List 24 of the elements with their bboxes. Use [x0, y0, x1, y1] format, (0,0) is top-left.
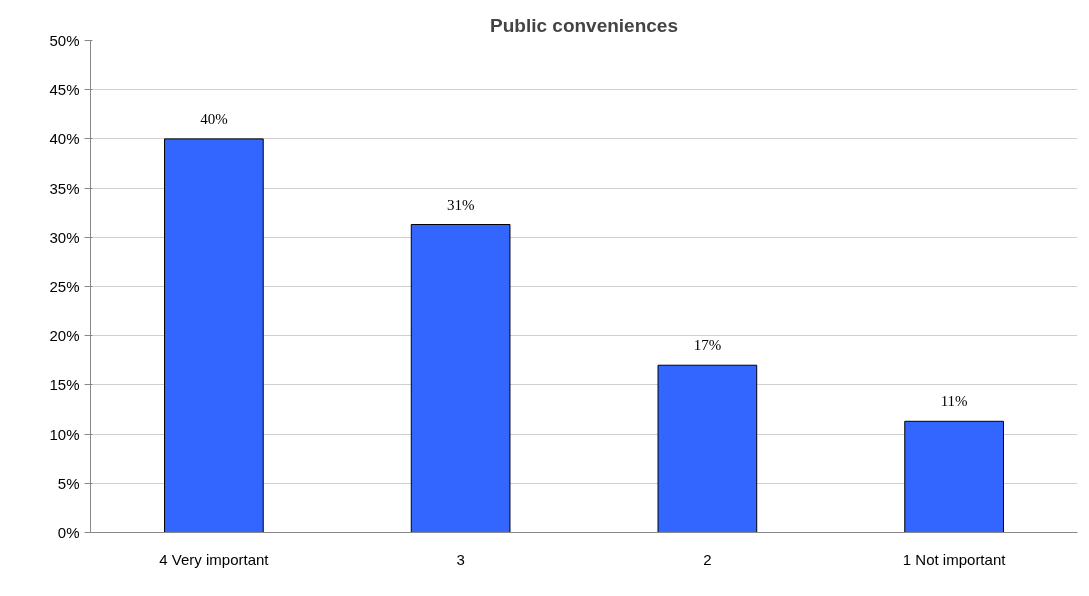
y-tick-label: 5%: [57, 474, 80, 492]
x-tick-label: 3: [456, 550, 465, 568]
y-tick-label: 40%: [49, 130, 80, 148]
x-tick-label: 4 Very important: [159, 550, 270, 568]
y-tick-label: 0%: [57, 524, 80, 541]
y-tick-label: 30%: [49, 228, 80, 246]
y-tick-label: 50%: [49, 32, 80, 49]
data-label: 11%: [940, 393, 968, 410]
chart-title: Public conveniences: [490, 14, 678, 36]
y-tick-label: 20%: [49, 327, 80, 345]
y-tick-label: 10%: [49, 425, 80, 443]
y-tick-label: 15%: [49, 376, 80, 394]
y-tick-label: 45%: [49, 81, 80, 99]
data-label: 31%: [446, 196, 475, 213]
y-tick-label: 25%: [49, 278, 80, 295]
bar: [904, 420, 1004, 533]
x-tick-label: 1 Not important: [902, 550, 1007, 568]
data-label: 40%: [200, 110, 228, 127]
bar: [657, 364, 758, 533]
bar: [410, 224, 511, 533]
y-tick-label: 35%: [49, 179, 80, 197]
data-label: 17%: [693, 337, 722, 354]
bar: [164, 138, 264, 533]
x-tick-label: 2: [703, 550, 712, 568]
